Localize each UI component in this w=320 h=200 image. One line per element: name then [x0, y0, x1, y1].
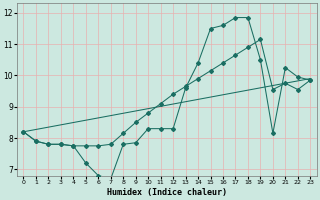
X-axis label: Humidex (Indice chaleur): Humidex (Indice chaleur) [107, 188, 227, 197]
